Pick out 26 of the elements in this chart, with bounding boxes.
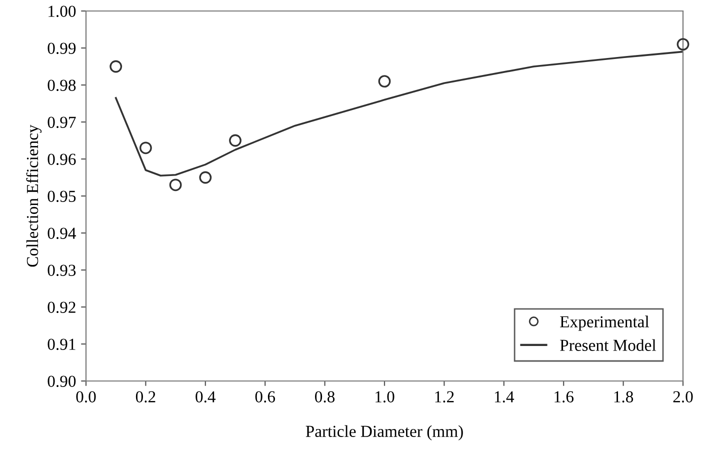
x-tick-label: 1.8 xyxy=(614,391,634,403)
y-tick-label: 0.95 xyxy=(48,190,76,202)
x-tick-label: 0.6 xyxy=(255,391,276,403)
y-tick-label: 0.99 xyxy=(48,42,76,54)
legend-label: Present Model xyxy=(560,339,656,351)
y-tick-label: 0.92 xyxy=(48,302,76,314)
legend-label: Experimental xyxy=(560,316,650,331)
y-tick-label: 0.93 xyxy=(48,264,76,276)
x-tick-label: 0.4 xyxy=(196,391,216,403)
x-tick-label: 0.8 xyxy=(315,391,335,403)
y-axis-title: Collection Efficiency xyxy=(26,124,42,267)
x-axis-title: Particle Diameter (mm) xyxy=(306,425,463,440)
y-tick-label: 0.96 xyxy=(48,154,76,166)
x-tick-label: 1.0 xyxy=(376,391,394,403)
x-tick-label: 1.6 xyxy=(554,391,574,403)
x-tick-label: 1.2 xyxy=(435,391,454,403)
x-tick-label: 2.0 xyxy=(673,391,693,403)
y-tick-label: 0.94 xyxy=(48,228,76,240)
x-tick-label: 1.4 xyxy=(494,391,514,403)
y-tick-label: 1.00 xyxy=(48,6,76,18)
y-tick-label: 0.91 xyxy=(48,338,76,350)
x-tick-label: 0.0 xyxy=(76,391,96,403)
y-tick-label: 0.90 xyxy=(48,376,76,388)
y-tick-label: 0.97 xyxy=(48,116,76,128)
x-tick-label: 0.2 xyxy=(136,391,156,403)
y-tick-label: 0.98 xyxy=(48,80,76,92)
